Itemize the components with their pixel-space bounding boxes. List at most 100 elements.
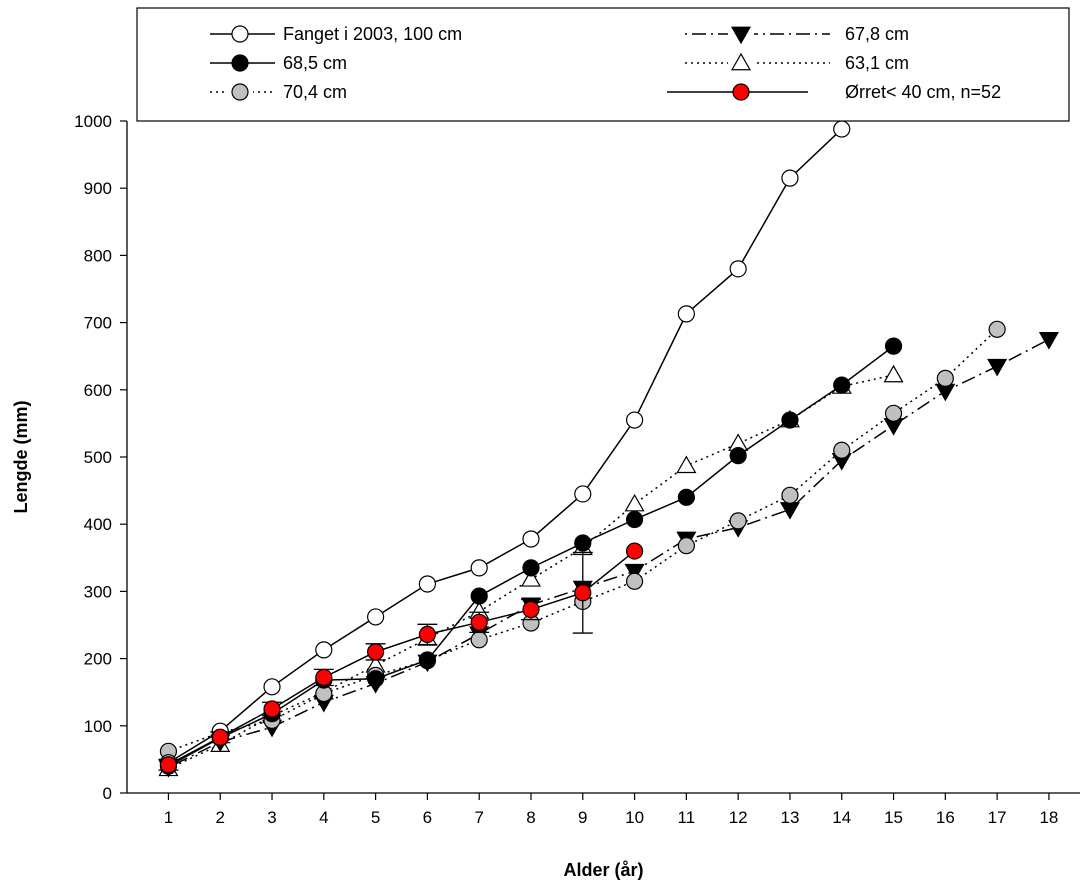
y-tick-label: 1000 [74,112,112,131]
data-point [883,364,904,383]
data-point [470,559,488,577]
data-point [522,559,540,577]
y-tick-label: 900 [84,179,112,198]
data-point [315,641,333,659]
x-tick-label: 2 [215,808,224,827]
legend-box [136,7,1070,122]
series-line [168,128,843,764]
data-point [624,493,645,512]
data-point [625,542,644,560]
data-point [781,486,799,504]
data-point [574,584,592,602]
series-6 [158,542,644,774]
data-point [781,411,799,429]
x-axis-title: Alder (år) [563,860,643,880]
legend-marker [231,54,249,72]
x-tick-label: 8 [526,808,535,827]
data-point [677,488,695,506]
data-point [781,169,799,187]
legend-marker [231,83,249,101]
data-point [522,530,540,548]
data-point [625,572,644,590]
x-tick-label: 1 [164,808,173,827]
data-point [520,569,542,587]
data-point [779,502,800,520]
legend-marker [732,83,750,101]
y-tick-label: 500 [84,448,112,467]
x-tick-label: 7 [474,808,483,827]
data-series [158,120,1059,778]
data-point [522,600,540,619]
legend: Fanget i 2003, 100 cm 68,5 cm 70,4 cm 67,8 … [136,7,1070,122]
y-tick-label: 700 [84,314,112,333]
y-tick-label: 600 [84,381,112,400]
y-tick-label: 400 [84,515,112,534]
data-point [211,728,229,746]
legend-entry-2: 68,5 cm [210,53,347,73]
legend-marker [231,25,249,43]
data-point [470,587,488,605]
legend-marker [730,52,752,71]
data-point [418,651,437,669]
data-point [418,575,437,593]
y-tick-label: 800 [84,246,112,265]
y-tick-label: 0 [103,784,112,803]
data-point [936,369,954,387]
legend-label: 63,1 cm [845,53,909,73]
data-point [470,631,488,649]
legend-entry-3: 70,4 cm [210,82,347,102]
data-point [367,643,385,661]
x-tick-label: 3 [267,808,276,827]
legend-label: Ørret< 40 cm, n=52 [845,82,1001,102]
data-point [263,678,281,696]
series-4 [158,332,1059,778]
x-tick-label: 14 [832,808,851,827]
data-point [884,404,903,422]
x-tick-label: 13 [780,808,799,827]
data-point [625,510,644,529]
x-tick-label: 10 [625,808,644,827]
data-point [729,447,747,465]
data-point [833,120,851,138]
data-point [367,608,385,626]
data-point [833,441,851,459]
data-point [625,411,644,429]
data-point [470,613,488,631]
legend-entry-6: Ørret< 40 cm, n=52 [667,82,1001,102]
data-point [1038,332,1059,350]
legend-marker [730,26,752,45]
data-point [263,700,281,718]
data-point [987,358,1008,377]
y-tick-label: 300 [84,582,112,601]
legend-entry-4: 67,8 cm [685,24,909,45]
data-point [677,537,695,555]
data-point [729,512,747,530]
y-axis-title: Lengde (mm) [11,400,31,513]
x-tick-label: 16 [936,808,955,827]
data-point [729,260,747,278]
legend-entry-5: 63,1 cm [685,52,909,73]
data-point [833,376,851,394]
x-tick-label: 15 [884,808,903,827]
x-tick-label: 17 [988,808,1007,827]
x-tick-label: 12 [729,808,748,827]
series-line [168,550,636,766]
series-1 [159,120,851,772]
data-point [315,668,333,687]
y-tick-label: 100 [84,717,112,736]
x-tick-label: 6 [423,808,432,827]
data-point [367,670,385,688]
legend-entry-1: Fanget i 2003, 100 cm [210,24,462,44]
data-point [676,455,697,474]
series-line [168,338,1050,769]
legend-label: 67,8 cm [845,24,909,44]
legend-label: 68,5 cm [283,53,347,73]
data-point [988,320,1006,338]
data-point [159,756,178,774]
x-tick-label: 18 [1039,808,1058,827]
legend-label: Fanget i 2003, 100 cm [283,24,462,44]
data-point [574,485,592,503]
data-point [624,563,645,582]
